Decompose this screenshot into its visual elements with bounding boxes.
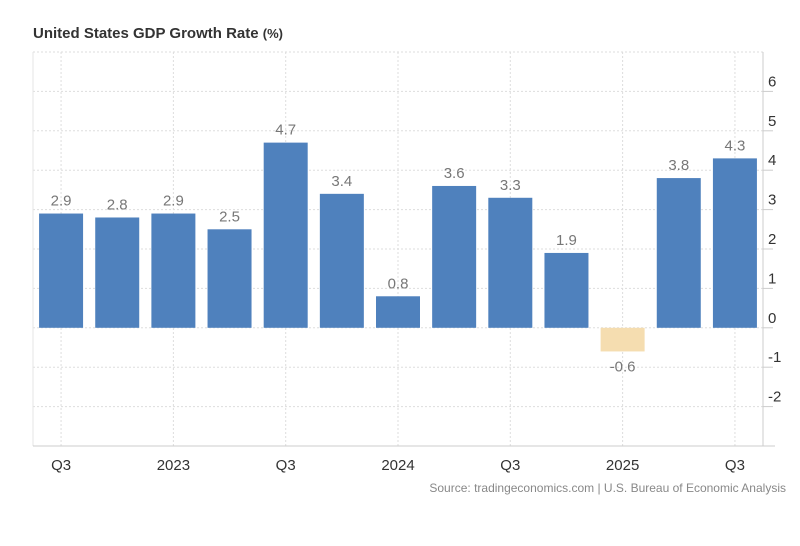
bar-2023-Q4 — [319, 193, 364, 328]
y-tick-label: 0 — [768, 310, 776, 327]
y-tick-label: 3 — [768, 192, 776, 209]
x-tick-label: 2025 — [606, 457, 639, 474]
bar-2025-Q2 — [656, 178, 701, 328]
data-label: 4.3 — [724, 137, 745, 154]
bar-2024-Q3 — [488, 197, 533, 328]
bar-2022-Q4 — [95, 217, 140, 328]
bar-2022-Q3 — [39, 213, 84, 328]
bar-2023-Q3 — [263, 142, 308, 328]
bar-2024-Q4 — [544, 252, 589, 328]
title-text: United States GDP Growth Rate — [33, 25, 259, 42]
source-note: Source: tradingeconomics.com | U.S. Bure… — [429, 481, 786, 495]
x-tick-label: 2024 — [381, 457, 414, 474]
x-tick-label: Q3 — [276, 457, 296, 474]
y-tick-label: 6 — [768, 73, 776, 90]
bar-2025-Q3 — [712, 158, 757, 328]
title-unit: (%) — [262, 26, 283, 41]
y-tick-label: 4 — [768, 152, 776, 169]
data-label: 3.8 — [668, 157, 689, 174]
bar-2025-Q1 — [600, 327, 645, 352]
chart-title: United States GDP Growth Rate (%) — [33, 25, 283, 42]
data-label: 3.3 — [500, 177, 521, 194]
bar-2024-Q2 — [432, 185, 477, 328]
data-label: 0.8 — [388, 275, 409, 292]
data-label: 3.6 — [444, 165, 465, 182]
y-tick-label: -2 — [768, 389, 781, 406]
x-tick-label: Q3 — [500, 457, 520, 474]
y-tick-label: 2 — [768, 231, 776, 248]
data-label: 4.7 — [275, 122, 296, 139]
data-label: -0.6 — [610, 358, 636, 375]
data-label: 3.4 — [331, 173, 352, 190]
data-label: 1.9 — [556, 232, 577, 249]
bar-2024-Q1 — [376, 296, 420, 328]
data-label: 2.8 — [107, 196, 128, 213]
x-tick-label: 2023 — [157, 457, 190, 474]
bar-2023-Q1 — [151, 213, 196, 328]
y-tick-label: 5 — [768, 113, 776, 130]
data-label: 2.9 — [51, 193, 72, 210]
data-label: 2.5 — [219, 208, 240, 225]
bar-2023-Q2 — [207, 229, 252, 328]
x-tick-label: Q3 — [725, 457, 745, 474]
y-tick-label: 1 — [768, 270, 776, 287]
y-tick-label: -1 — [768, 349, 781, 366]
data-label: 2.9 — [163, 193, 184, 210]
x-tick-label: Q3 — [51, 457, 71, 474]
